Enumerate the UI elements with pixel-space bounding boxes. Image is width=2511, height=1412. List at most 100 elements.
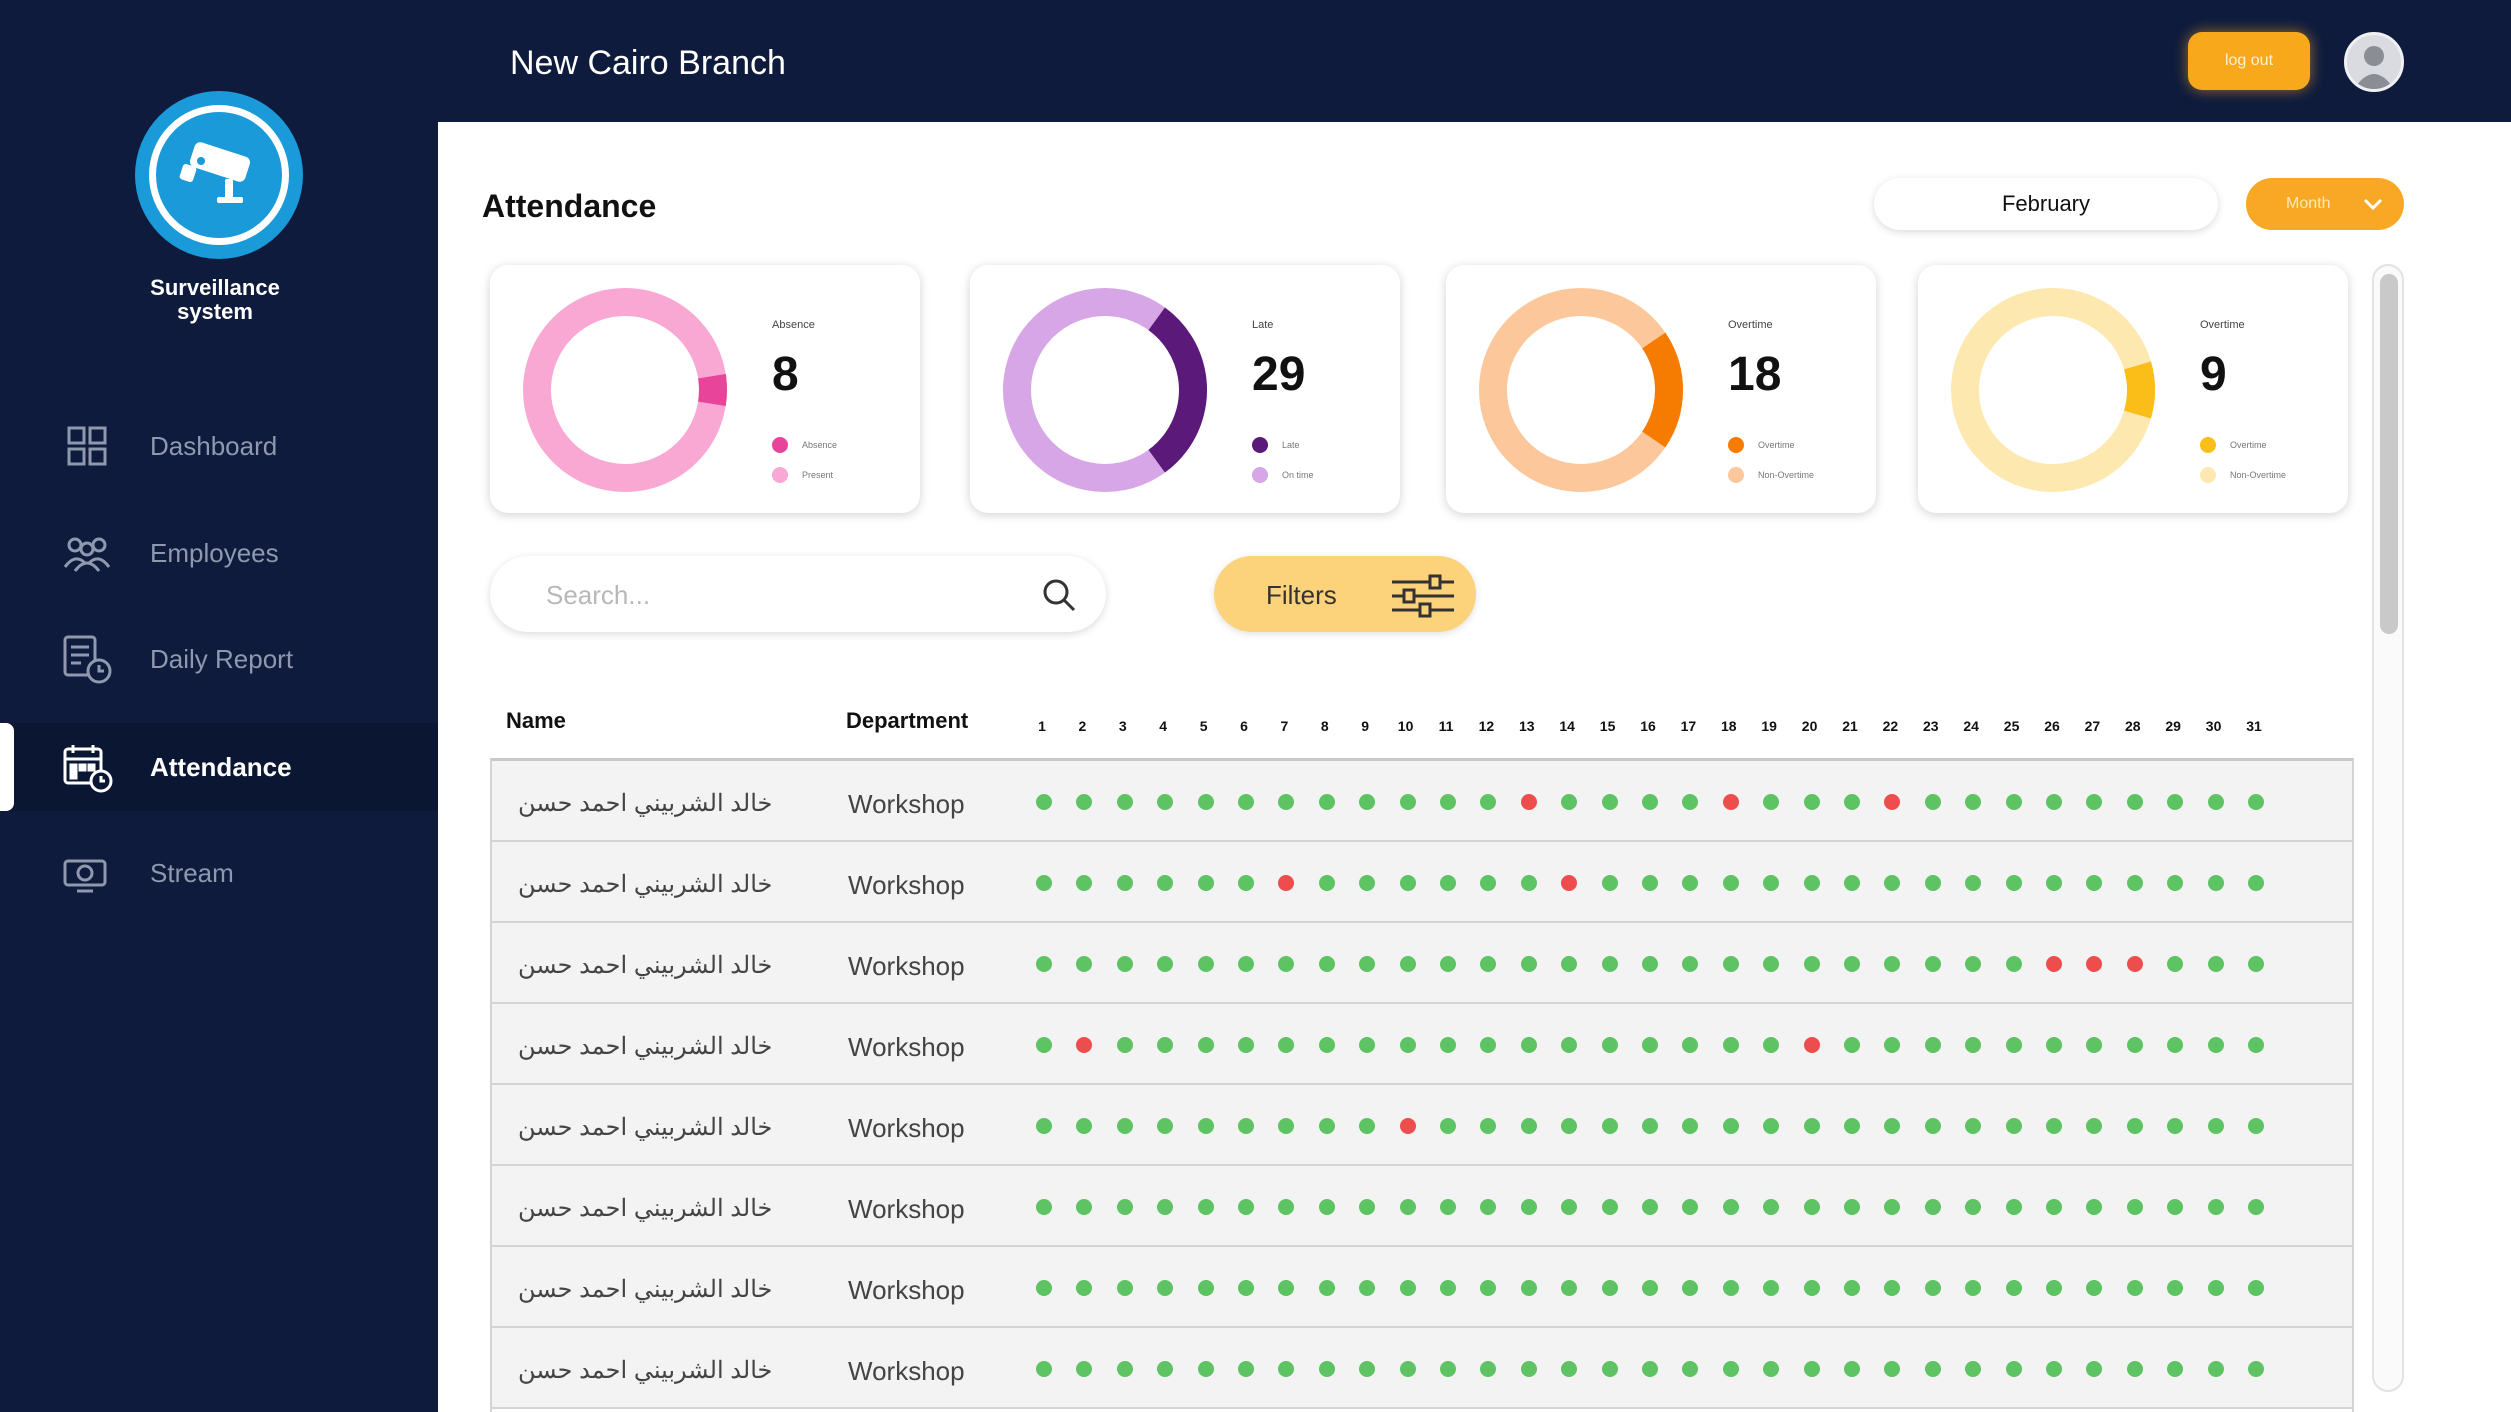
present-dot bbox=[2207, 875, 2224, 891]
present-dot bbox=[1440, 1199, 1456, 1215]
stream-camera-icon bbox=[58, 844, 116, 902]
employee-name: خالد الشربيني احمد حسن bbox=[518, 1276, 773, 1303]
present-dot bbox=[1076, 1361, 1093, 1377]
present-dot bbox=[1278, 1037, 1295, 1053]
day-header: 13 bbox=[1519, 718, 1535, 734]
filter-sliders-icon bbox=[1392, 574, 1454, 618]
sidebar-item-attendance[interactable]: Attendance bbox=[0, 723, 438, 811]
sidebar-item-dashboard[interactable]: Dashboard bbox=[0, 402, 438, 490]
stat-card-overtime-2: Overtime 9 Overtime Non-Overtime bbox=[1918, 265, 2348, 513]
present-dot bbox=[2005, 1199, 2022, 1215]
present-dot bbox=[2005, 1037, 2022, 1053]
present-dot bbox=[2086, 1037, 2103, 1053]
day-header: 7 bbox=[1280, 718, 1289, 734]
present-dot bbox=[2046, 1037, 2062, 1053]
present-dot bbox=[1399, 875, 1416, 891]
legend-item: Overtime bbox=[1728, 437, 1795, 453]
present-dot bbox=[1399, 1361, 1416, 1377]
branch-title: New Cairo Branch bbox=[510, 44, 786, 82]
present-dot bbox=[1036, 1118, 1052, 1134]
present-dot bbox=[2086, 1118, 2103, 1134]
stat-label: Overtime bbox=[2200, 319, 2245, 331]
day-header: 25 bbox=[2003, 718, 2020, 734]
search-icon[interactable] bbox=[1040, 576, 1078, 614]
present-dot bbox=[1561, 1118, 1578, 1134]
day-header: 29 bbox=[2165, 718, 2181, 734]
day-header: 2 bbox=[1078, 718, 1087, 734]
present-dot bbox=[1642, 794, 1658, 810]
legend-item: Non-Overtime bbox=[2200, 467, 2286, 483]
present-dot bbox=[1278, 1118, 1295, 1134]
present-dot bbox=[2005, 956, 2022, 972]
present-dot bbox=[1844, 1118, 1860, 1134]
donut-value-arc bbox=[1479, 288, 1683, 492]
present-dot bbox=[1359, 1361, 1376, 1377]
present-dot bbox=[1884, 1199, 1901, 1215]
legend-item: Present bbox=[772, 467, 833, 483]
donut-chart bbox=[1951, 288, 2155, 492]
present-dot bbox=[1157, 794, 1174, 810]
absent-dot bbox=[1520, 794, 1537, 810]
user-avatar-icon[interactable] bbox=[2344, 32, 2404, 92]
day-header: 10 bbox=[1397, 718, 1414, 734]
day-header: 1 bbox=[1038, 718, 1046, 734]
table-row[interactable]: خالد الشربيني احمد حسن Workshop bbox=[492, 1328, 2352, 1409]
employees-icon bbox=[58, 524, 116, 582]
table-row[interactable]: خالد الشربيني احمد حسن Workshop bbox=[492, 1166, 2352, 1247]
search-input[interactable]: Search... bbox=[490, 556, 1106, 632]
absent-dot bbox=[1884, 794, 1901, 810]
present-dot bbox=[1965, 875, 1982, 891]
present-dot bbox=[1157, 956, 1174, 972]
present-dot bbox=[1682, 1280, 1699, 1296]
sidebar-item-stream[interactable]: Stream bbox=[0, 829, 438, 917]
day-header: 4 bbox=[1159, 718, 1168, 734]
present-dot bbox=[1278, 794, 1295, 810]
present-dot bbox=[1399, 1199, 1416, 1215]
present-dot bbox=[2167, 956, 2184, 972]
present-dot bbox=[1642, 956, 1658, 972]
sidebar-item-daily-report[interactable]: Daily Report bbox=[0, 615, 438, 703]
month-selector[interactable]: February bbox=[1874, 178, 2218, 230]
present-dot bbox=[1844, 1361, 1860, 1377]
present-dot bbox=[1520, 956, 1537, 972]
table-row[interactable]: خالد الشربيني احمد حسن Workshop bbox=[492, 1004, 2352, 1085]
employee-department: Workshop bbox=[848, 789, 965, 819]
sidebar-item-employees[interactable]: Employees bbox=[0, 509, 438, 597]
present-dot bbox=[2248, 875, 2264, 891]
present-dot bbox=[1359, 794, 1376, 810]
present-dot bbox=[1480, 1037, 1497, 1053]
present-dot bbox=[1884, 1037, 1901, 1053]
donut-value-arc bbox=[523, 288, 727, 492]
present-dot bbox=[1965, 1280, 1982, 1296]
present-dot bbox=[2126, 1199, 2143, 1215]
present-dot bbox=[1318, 794, 1335, 810]
present-dot bbox=[1359, 875, 1376, 891]
scrollbar-thumb[interactable] bbox=[2380, 274, 2398, 634]
scrollbar[interactable] bbox=[2372, 264, 2404, 1392]
present-dot bbox=[1157, 1361, 1174, 1377]
absent-dot bbox=[1803, 1037, 1820, 1053]
present-dot bbox=[2248, 1199, 2264, 1215]
present-dot bbox=[1722, 956, 1739, 972]
present-dot bbox=[2248, 1361, 2264, 1377]
table-row[interactable]: خالد الشربيني احمد حسن Workshop bbox=[492, 761, 2352, 842]
period-dropdown[interactable]: Month bbox=[2246, 178, 2404, 230]
day-header: 19 bbox=[1761, 718, 1777, 734]
logout-button[interactable]: log out bbox=[2188, 32, 2310, 90]
present-dot bbox=[2086, 1361, 2103, 1377]
table-row[interactable]: خالد الشربيني احمد حسن Workshop bbox=[492, 1085, 2352, 1166]
table-row[interactable]: خالد الشربيني احمد حسن Workshop bbox=[492, 1247, 2352, 1328]
table-row[interactable]: خالد الشربيني احمد حسن Workshop bbox=[492, 842, 2352, 923]
brand-logo bbox=[135, 91, 303, 259]
present-dot bbox=[2046, 875, 2062, 891]
present-dot bbox=[1601, 794, 1618, 810]
filters-button[interactable]: Filters bbox=[1214, 556, 1476, 632]
present-dot bbox=[1601, 1199, 1618, 1215]
absent-dot bbox=[1561, 875, 1578, 891]
present-dot bbox=[1157, 1037, 1174, 1053]
present-dot bbox=[1036, 1361, 1052, 1377]
day-header: 5 bbox=[1199, 718, 1208, 734]
present-dot bbox=[1722, 1199, 1739, 1215]
present-dot bbox=[1763, 875, 1780, 891]
table-row[interactable]: خالد الشربيني احمد حسن Workshop bbox=[492, 923, 2352, 1004]
